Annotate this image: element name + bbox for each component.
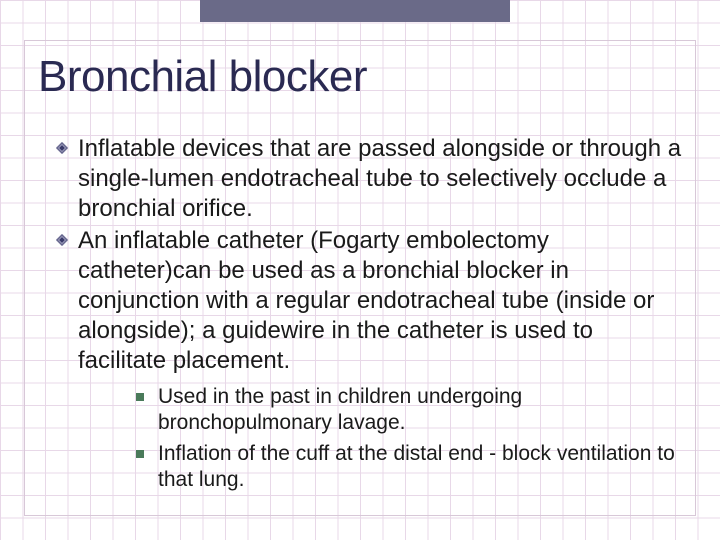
bullet-list-level2: Used in the past in children undergoing … [136, 384, 682, 493]
square-bullet-icon [136, 393, 144, 401]
bullet-text: An inflatable catheter (Fogarty embolect… [78, 226, 682, 376]
slide-title: Bronchial blocker [38, 52, 682, 102]
decorative-top-bar [200, 0, 510, 22]
bullet-text: Inflatable devices that are passed along… [78, 134, 682, 224]
list-item: Used in the past in children undergoing … [136, 384, 682, 437]
diamond-bullet-icon [56, 234, 68, 246]
bullet-list-level1: Inflatable devices that are passed along… [56, 134, 682, 493]
list-item: Inflation of the cuff at the distal end … [136, 441, 682, 494]
list-item: An inflatable catheter (Fogarty embolect… [56, 226, 682, 376]
list-item: Inflatable devices that are passed along… [56, 134, 682, 224]
slide-content: Bronchial blocker Inflatable devices tha… [38, 52, 682, 497]
square-bullet-icon [136, 450, 144, 458]
sub-bullet-text: Inflation of the cuff at the distal end … [158, 441, 682, 494]
sub-bullet-text: Used in the past in children undergoing … [158, 384, 682, 437]
diamond-bullet-icon [56, 142, 68, 154]
